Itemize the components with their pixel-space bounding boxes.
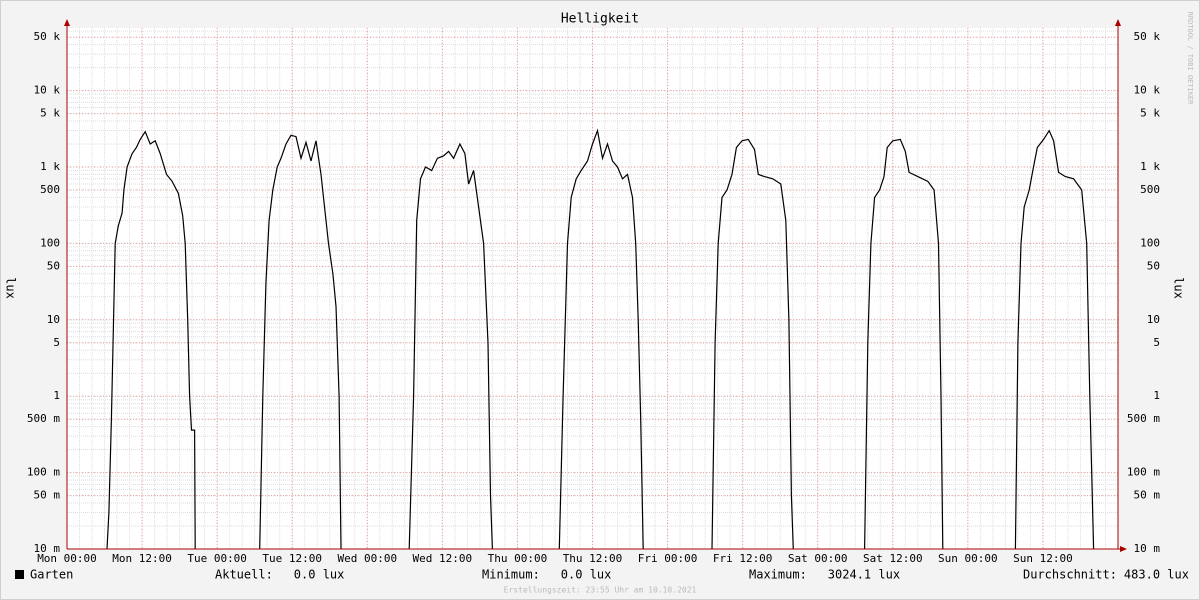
y-tick-label: 500 m	[27, 412, 60, 425]
y-tick-label: 50 m	[34, 489, 61, 502]
y2-tick-label: 50 k	[1134, 30, 1161, 43]
y-tick-label: 50	[47, 259, 60, 272]
x-tick-label: Sat 12:00	[863, 552, 923, 565]
chart-title: Helligkeit	[561, 12, 639, 27]
y-axis-label: lux	[4, 277, 18, 299]
x-tick-label: Mon 12:00	[112, 552, 172, 565]
x-tick-label: Sun 00:00	[938, 552, 998, 565]
y2-tick-label: 1 k	[1140, 160, 1160, 173]
y-tick-label: 5 k	[40, 107, 60, 120]
y-tick-label: 10	[47, 313, 60, 326]
y-tick-label: 1 k	[40, 160, 60, 173]
legend-stat-label: Durchschnitt:	[1023, 568, 1117, 582]
x-tick-label: Sun 12:00	[1013, 552, 1073, 565]
legend-stat-label: Maximum:	[749, 568, 807, 582]
legend-stat-value: 0.0 lux	[561, 568, 612, 582]
y2-axis-label: lux	[1172, 277, 1186, 299]
y2-tick-label: 100	[1140, 236, 1160, 249]
y-tick-label: 50 k	[34, 30, 61, 43]
y2-tick-label: 100 m	[1127, 466, 1160, 479]
y2-tick-label: 50 m	[1134, 489, 1161, 502]
legend-swatch	[15, 570, 24, 579]
y-tick-label: 100	[40, 236, 60, 249]
x-tick-label: Wed 12:00	[413, 552, 473, 565]
y-tick-label: 500	[40, 183, 60, 196]
legend-stat-value: 3024.1 lux	[828, 568, 900, 582]
y-tick-label: 100 m	[27, 466, 60, 479]
x-tick-label: Mon 00:00	[37, 552, 97, 565]
x-tick-label: Thu 00:00	[488, 552, 548, 565]
y2-tick-label: 500 m	[1127, 412, 1160, 425]
y2-tick-label: 10 m	[1134, 542, 1161, 555]
y-tick-label: 10 k	[34, 84, 61, 97]
y2-tick-label: 1	[1153, 389, 1160, 402]
legend-label: Garten	[30, 568, 73, 582]
y2-tick-label: 10 k	[1134, 84, 1161, 97]
x-tick-label: Fri 00:00	[638, 552, 698, 565]
y-tick-label: 10 m	[34, 542, 61, 555]
y2-tick-label: 10	[1147, 313, 1160, 326]
legend-stat-value: 0.0 lux	[294, 568, 345, 582]
footer: Erstellungszeit: 23:55 Uhr am 10.10.2021	[504, 586, 697, 595]
x-tick-label: Tue 00:00	[187, 552, 247, 565]
y2-tick-label: 50	[1147, 259, 1160, 272]
data-line	[106, 128, 1095, 550]
y-tick-label: 5	[53, 336, 60, 349]
x-tick-label: Wed 00:00	[337, 552, 397, 565]
legend-stat-label: Aktuell:	[215, 568, 273, 582]
legend-stat-value: 483.0 lux	[1124, 568, 1189, 582]
x-tick-label: Tue 12:00	[262, 552, 322, 565]
y2-tick-label: 5 k	[1140, 107, 1160, 120]
legend-stat-label: Minimum:	[482, 568, 540, 582]
y-tick-label: 1	[53, 389, 60, 402]
y2-tick-label: 5	[1153, 336, 1160, 349]
x-tick-label: Fri 12:00	[713, 552, 773, 565]
x-tick-label: Sat 00:00	[788, 552, 848, 565]
x-tick-label: Thu 12:00	[563, 552, 623, 565]
watermark: RRDTOOL / TOBI OETIKER	[1186, 12, 1194, 106]
y2-tick-label: 500	[1140, 183, 1160, 196]
